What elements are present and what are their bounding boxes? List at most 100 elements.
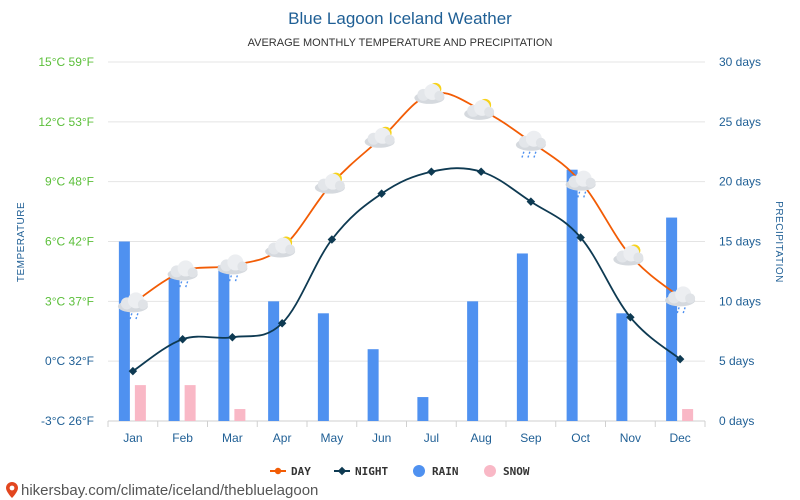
night-point [377, 189, 386, 198]
rain-drop [570, 191, 575, 198]
left-tick-label: 9°C 48°F [45, 175, 94, 189]
footer-url[interactable]: hikersbay.com/climate/iceland/thebluelag… [21, 482, 318, 499]
chart-subtitle: AVERAGE MONTHLY TEMPERATURE AND PRECIPIT… [248, 37, 553, 49]
rain-drop [135, 313, 139, 320]
rain-drop [533, 151, 537, 158]
location-pin-icon [6, 482, 18, 498]
cloud-part [285, 244, 296, 255]
rain-drop [682, 307, 686, 314]
partly-sunny-icon [314, 172, 345, 194]
month-label: Nov [620, 431, 641, 445]
gridlines [107, 61, 706, 427]
rain-cloud-icon [515, 130, 546, 158]
month-label: May [321, 431, 344, 445]
rain-bar [367, 349, 379, 421]
rain-drop [527, 151, 531, 158]
rain-drop [676, 307, 680, 314]
temperature-lines [128, 91, 685, 376]
rain-bar [516, 253, 528, 421]
rain-bar [616, 313, 628, 421]
cloud-part [137, 299, 148, 310]
cloud-part [633, 252, 644, 263]
right-tick-label: 15 days [719, 235, 761, 249]
rain-drop [234, 275, 239, 282]
partly-sunny-icon [265, 236, 296, 258]
left-tick-label: 0°C 32°F [45, 354, 94, 368]
legend-item: SNOW [484, 465, 530, 478]
cloud-part [434, 90, 445, 101]
cloud-part [187, 267, 198, 278]
cloud-part [484, 106, 495, 117]
rain-bar [467, 301, 479, 421]
right-tick-label: 0 days [719, 414, 754, 428]
weather-icons [117, 82, 696, 320]
rain-drop [129, 313, 133, 320]
left-tick-label: 12°C 53°F [38, 115, 94, 129]
snow-bar [682, 409, 694, 421]
rain-drop [178, 281, 183, 288]
left-axis-title: TEMPERATURE [16, 202, 27, 282]
night-point [427, 167, 436, 176]
rain-drop [576, 191, 581, 198]
right-axis-title: PRECIPITATION [773, 201, 784, 283]
right-tick-label: 30 days [719, 55, 761, 69]
rain-bar [566, 169, 578, 421]
rain-cloud-icon [565, 170, 596, 198]
cloud-part [585, 177, 596, 188]
snow-bar [184, 385, 196, 421]
legend-label: SNOW [503, 465, 530, 478]
snow-bar [134, 385, 146, 421]
rain-bar [666, 217, 678, 421]
right-tick-label: 20 days [719, 175, 761, 189]
cloud-part [334, 180, 345, 191]
rain-cloud-icon [217, 254, 248, 282]
night-point [626, 313, 635, 322]
rain-cloud-icon [167, 260, 198, 288]
night-point [675, 354, 685, 364]
month-label: Jan [123, 431, 142, 445]
partly-sunny-icon [364, 126, 395, 148]
partly-sunny-icon [464, 98, 495, 120]
rain-drop [172, 281, 177, 288]
night-point [128, 366, 138, 376]
rain-cloud-icon [665, 286, 696, 314]
rain-drop [123, 313, 127, 320]
cloud-part [237, 261, 248, 272]
legend-label: RAIN [432, 465, 459, 478]
rain-bar [168, 277, 180, 421]
legend-item: RAIN [413, 465, 459, 478]
legend-swatch [337, 466, 347, 476]
left-tick-label: 6°C 42°F [45, 235, 94, 249]
rain-bar [317, 313, 329, 421]
month-label: Dec [669, 431, 690, 445]
rain-drop [670, 307, 674, 314]
legend-item: NIGHT [334, 465, 388, 478]
night-line [132, 167, 681, 372]
rain-bar [218, 265, 230, 421]
snow-bar [234, 409, 246, 421]
rain-bar [417, 397, 429, 421]
right-tick-label: 10 days [719, 294, 761, 308]
legend-label: NIGHT [355, 465, 388, 478]
left-tick-label: 3°C 37°F [45, 294, 94, 308]
rain-drop [521, 151, 525, 158]
month-label: Aug [470, 431, 491, 445]
month-label: Apr [273, 431, 292, 445]
night-point [476, 167, 486, 176]
rain-drop [228, 275, 233, 282]
month-label: Oct [571, 431, 590, 445]
legend-label: DAY [291, 465, 311, 478]
month-label: Sep [520, 431, 542, 445]
partly-sunny-icon [414, 82, 445, 104]
day-line [132, 91, 681, 305]
precipitation-bars [118, 169, 694, 421]
right-tick-label: 25 days [719, 115, 761, 129]
legend-swatch [484, 465, 496, 477]
month-label: Jul [424, 431, 439, 445]
footer[interactable]: hikersbay.com/climate/iceland/thebluelag… [6, 482, 318, 499]
rain-cloud-icon [117, 292, 148, 320]
partly-sunny-icon [613, 244, 644, 266]
legend: DAY NIGHT RAIN SNOW [270, 465, 530, 478]
rain-drop [582, 191, 587, 198]
